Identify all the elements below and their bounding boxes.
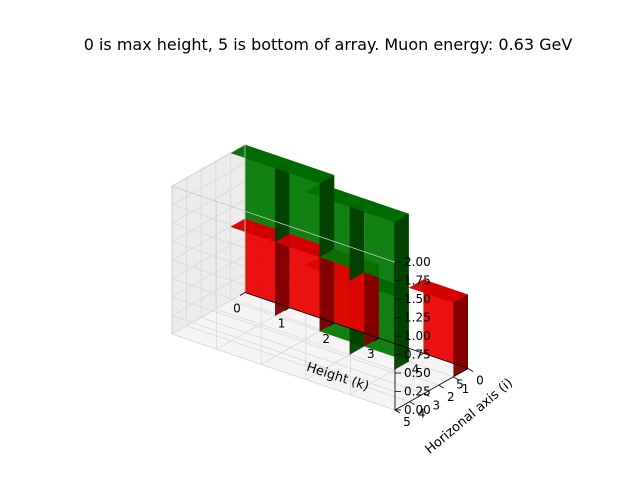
x-tick [239, 292, 246, 296]
y-tick-label: 3 [432, 398, 440, 412]
x-tick [284, 307, 290, 312]
grid-floor-y [186, 325, 410, 403]
x-tick-label: 0 [233, 302, 241, 316]
y-tick-label: 1 [462, 382, 470, 396]
grid-floor-y [215, 308, 439, 386]
voxel-face-side [364, 264, 379, 347]
z-tick-label: 2.00 [404, 255, 431, 269]
voxel-green [349, 198, 409, 296]
voxel-face-top [408, 279, 468, 303]
grid-left-z [171, 162, 246, 206]
y-tick-label: 4 [418, 407, 426, 421]
z-tick-label: 0.00 [404, 403, 431, 417]
z-tick-label: 1.50 [404, 292, 431, 306]
x-axis-line [244, 292, 469, 369]
voxel-face-side [275, 159, 290, 243]
y-tick [423, 393, 430, 397]
y-tick [409, 401, 415, 406]
voxel-face-top [275, 233, 335, 258]
y-axis-label: Horizonal axis (i) [423, 376, 516, 458]
y-tick [394, 409, 401, 414]
y-tick [438, 384, 445, 389]
x-tick-label: 5 [456, 378, 464, 392]
x-tick [373, 337, 380, 342]
voxel-face-top [275, 159, 335, 184]
y-tick-label: 2 [447, 390, 455, 404]
grid-back-z [171, 315, 396, 392]
voxel-face-top [349, 198, 409, 223]
grid-floor-x [350, 352, 424, 396]
z-tick-label: 0.50 [404, 366, 431, 380]
voxel-face-side [275, 233, 290, 316]
voxel-green [275, 159, 335, 258]
x-tick-label: 4 [412, 362, 420, 376]
x-tick-label: 2 [322, 332, 330, 346]
y-tick [467, 368, 474, 372]
voxel-face-side [394, 213, 409, 296]
grid-back-z [171, 296, 396, 374]
grid-left-z [171, 181, 246, 224]
x-tick [328, 322, 335, 327]
y-tick-label: 5 [403, 415, 411, 429]
voxel-face-side [394, 287, 409, 370]
y-tick [453, 376, 459, 381]
voxel-face-side [349, 198, 365, 281]
pane-edge [171, 144, 246, 187]
voxel-face-side [319, 175, 335, 258]
voxel-red [408, 279, 468, 377]
x-tick-label: 3 [367, 347, 375, 361]
pane-edge [171, 185, 396, 263]
grid-back-z [171, 333, 396, 411]
voxel-face-side [319, 249, 335, 332]
z-tick-label: 0.25 [404, 385, 431, 399]
x-tick [462, 368, 469, 372]
z-tick-label: 1.75 [404, 274, 431, 288]
grid-floor-y [201, 317, 425, 394]
x-tick [418, 352, 424, 357]
voxel-face-side [453, 294, 468, 377]
y-tick-label: 0 [476, 374, 484, 388]
chart-title: 0 is max height, 5 is bottom of array. M… [84, 35, 573, 54]
z-tick-label: 0.75 [404, 348, 431, 362]
z-tick-label: 1.00 [404, 329, 431, 343]
x-tick-label: 1 [278, 317, 286, 331]
y-axis-line [394, 368, 469, 411]
z-tick-label: 1.25 [404, 311, 431, 325]
